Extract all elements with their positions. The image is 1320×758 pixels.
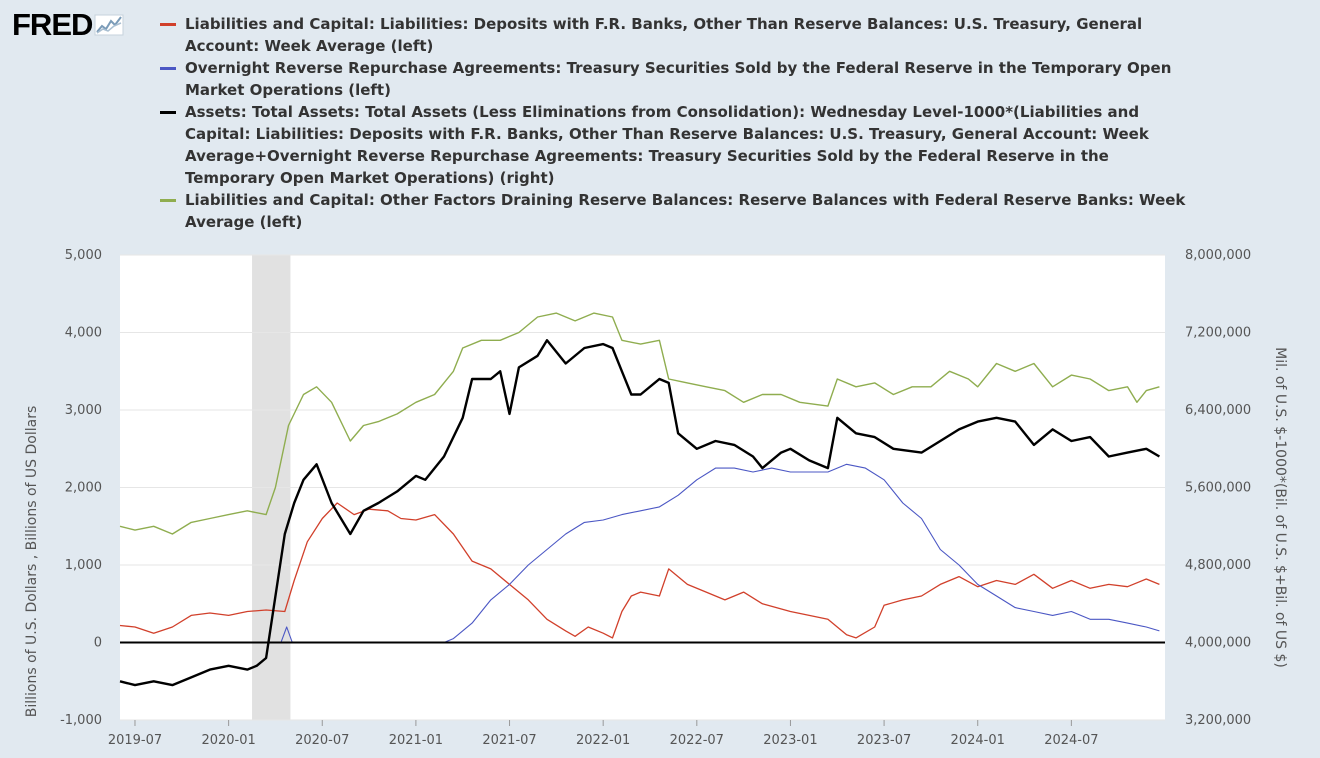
y-right-tick-label: 3,200,000 [1185,713,1251,728]
y-left-tick-label: 5,000 [65,248,102,263]
y-left-tick-label: -1,000 [60,713,102,728]
x-tick-label: 2020-01 [201,733,255,748]
legend-swatch [160,111,176,114]
y-left-tick-label: 2,000 [65,481,102,496]
y-right-tick-label: 7,200,000 [1185,326,1251,341]
y-left-tick-label: 1,000 [65,558,102,573]
x-tick-label: 2023-07 [857,733,911,748]
legend-item[interactable]: Liabilities and Capital: Other Factors D… [160,189,1190,233]
series-line-2 [120,463,1160,644]
y-left-tick-label: 3,000 [65,403,102,418]
y-right-tick-label: 8,000,000 [1185,248,1251,263]
y-left-tick-label: 0 [94,636,102,651]
series-line-1 [119,502,1160,639]
y-right-tick-label: 6,400,000 [1185,403,1251,418]
chart-legend: Liabilities and Capital: Liabilities: De… [160,13,1190,233]
legend-item[interactable]: Assets: Total Assets: Total Assets (Less… [160,101,1190,189]
y-right-tick-label: 4,000,000 [1185,636,1251,651]
x-tick-label: 2021-07 [482,733,536,748]
x-tick-label: 2024-07 [1044,733,1098,748]
legend-label: Assets: Total Assets: Total Assets (Less… [185,103,1149,187]
y-right-axis-title: Mil. of U.S. $-1000*(Bil. of U.S. $+Bil.… [1272,347,1288,668]
y-left-tick-label: 4,000 [65,326,102,341]
legend-label: Liabilities and Capital: Liabilities: De… [185,15,1143,55]
fred-logo[interactable]: FRED [12,8,124,42]
legend-item[interactable]: Liabilities and Capital: Liabilities: De… [160,13,1190,57]
x-tick-label: 2024-01 [951,733,1005,748]
series-line-3 [119,339,1161,687]
y-right-tick-label: 5,600,000 [1185,481,1251,496]
fred-logo-text: FRED [12,7,93,42]
y-right-tick-label: 4,800,000 [1185,558,1251,573]
legend-label: Liabilities and Capital: Other Factors D… [185,191,1186,231]
x-tick-label: 2021-01 [389,733,443,748]
y-left-axis-title: Billions of U.S. Dollars , Billions of U… [24,406,40,718]
legend-swatch [160,199,176,202]
chart-logo-icon [94,14,124,36]
x-tick-label: 2022-07 [670,733,724,748]
series-line-4 [119,312,1160,535]
x-tick-label: 2022-01 [576,733,630,748]
legend-label: Overnight Reverse Repurchase Agreements:… [185,59,1172,99]
legend-swatch [160,67,176,70]
legend-swatch [160,23,176,26]
x-tick-label: 2023-01 [763,733,817,748]
x-tick-label: 2020-07 [295,733,349,748]
x-tick-label: 2019-07 [108,733,162,748]
legend-item[interactable]: Overnight Reverse Repurchase Agreements:… [160,57,1190,101]
